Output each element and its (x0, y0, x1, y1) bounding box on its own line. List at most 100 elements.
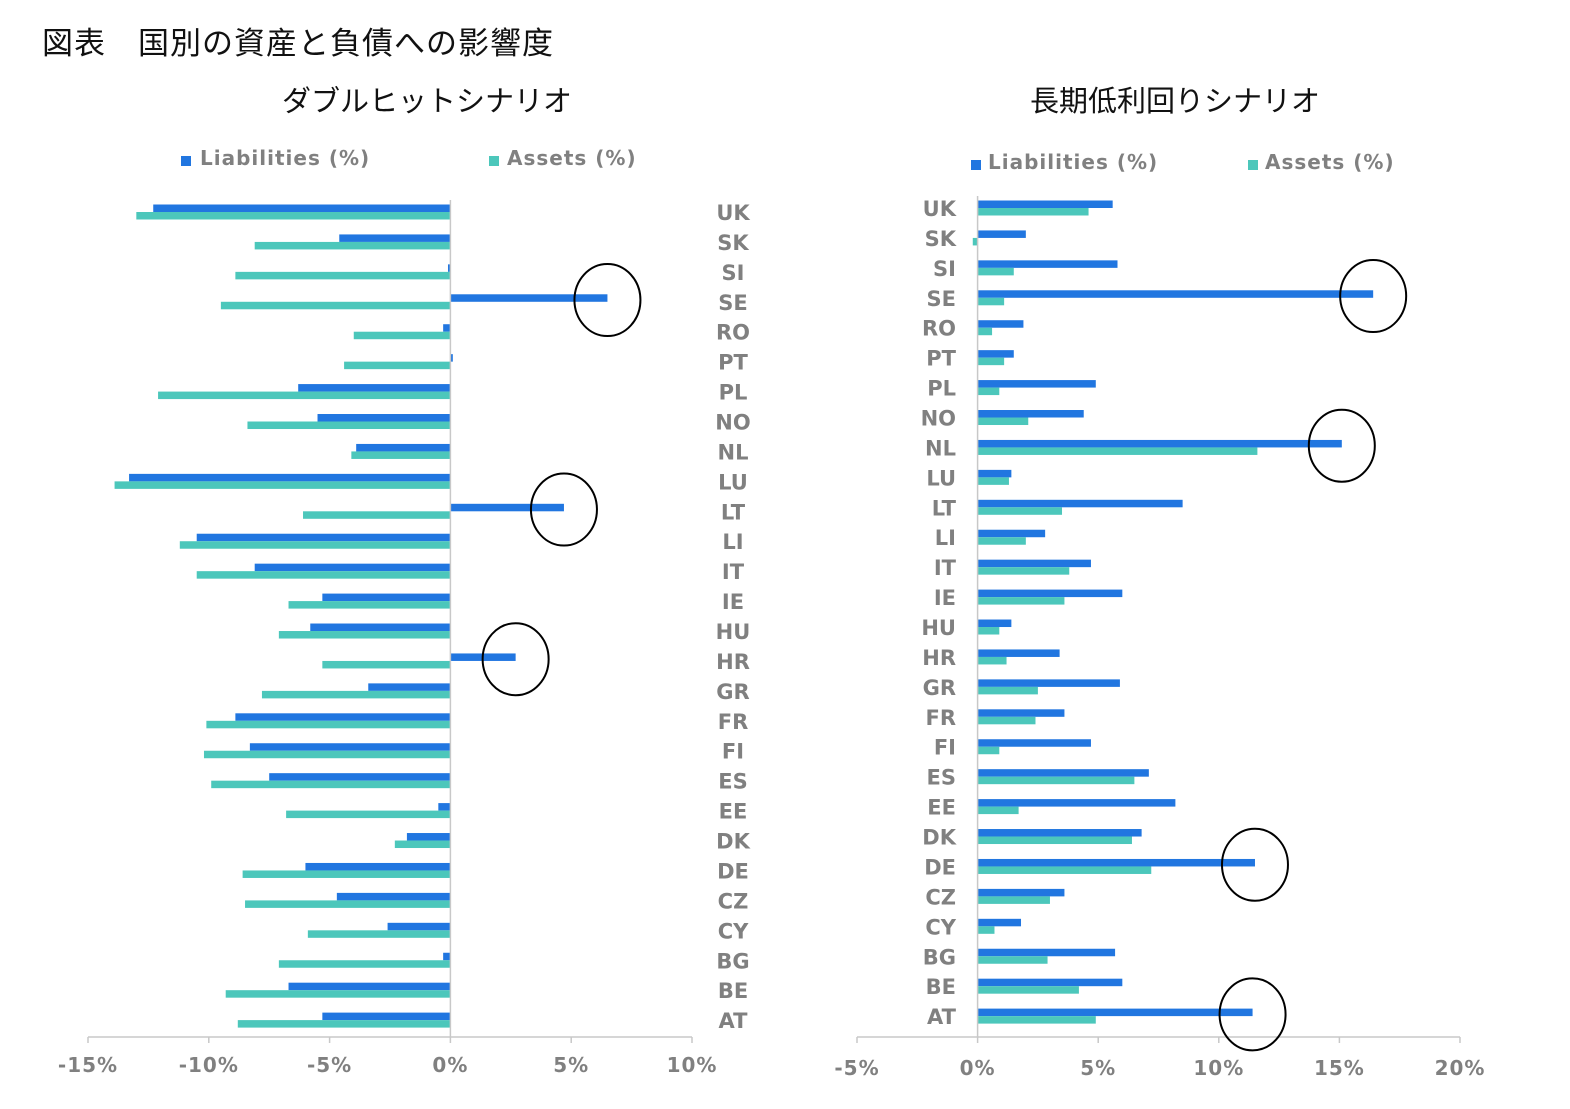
double-hit-bar-liabilities-es (269, 773, 451, 781)
low-yield-bar-liabilities-pl (977, 380, 1096, 388)
double-hit-category-label-pt: PT (718, 351, 748, 375)
double-hit-category-label-be: BE (718, 979, 748, 1003)
low-yield-bar-assets-bg (977, 956, 1048, 964)
low-yield-category-label-gr: GR (923, 676, 956, 700)
double-hit-x-tick-label: -5% (307, 1053, 352, 1077)
low-yield-bar-assets-fi (977, 746, 1000, 755)
double-hit-bar-assets-sk (254, 241, 451, 250)
double-hit-bar-liabilities-ee (438, 803, 451, 811)
double-hit-bar-liabilities-it (254, 563, 451, 572)
low-yield-bar-assets-pl (977, 387, 1000, 396)
low-yield-highlight-circle-de (1220, 827, 1289, 902)
low-yield-x-tick-label: 20% (1435, 1056, 1486, 1080)
double-hit-category-label-fr: FR (718, 710, 749, 734)
double-hit-category-label-ro: RO (716, 321, 750, 345)
double-hit-bar-assets-ro (353, 331, 451, 340)
double-hit-bar-liabilities-cz (336, 892, 451, 901)
double-hit-category-label-ie: IE (722, 590, 744, 614)
low-yield-category-label-si: SI (933, 257, 956, 281)
low-yield-category-label-cz: CZ (925, 885, 956, 909)
double-hit-bar-liabilities-se (450, 294, 608, 302)
low-yield-category-label-dk: DK (922, 826, 956, 850)
low-yield-bar-liabilities-bg (977, 948, 1116, 957)
double-hit-category-label-nl: NL (718, 440, 749, 464)
low-yield-bar-assets-ee (977, 806, 1019, 815)
double-hit-bar-liabilities-lt (450, 503, 564, 512)
low-yield-bar-liabilities-be (977, 978, 1123, 987)
low-yield-bar-assets-gr (977, 686, 1038, 695)
low-yield-category-label-no: NO (921, 407, 956, 431)
low-yield-x-tick-label: 15% (1314, 1056, 1365, 1080)
double-hit-bar-assets-cz (245, 900, 451, 908)
double-hit-bar-assets-no (247, 421, 451, 430)
low-yield-bar-assets-hr (977, 656, 1007, 665)
low-yield-bar-liabilities-cz (977, 888, 1065, 897)
double-hit-category-label-uk: UK (716, 201, 750, 225)
low-yield-category-label-li: LI (935, 526, 956, 550)
low-yield-bar-liabilities-sk (977, 230, 1026, 238)
low-yield-bar-liabilities-fr (977, 709, 1065, 717)
double-hit-bar-assets-dk (394, 840, 451, 849)
double-hit-bar-assets-lt (303, 511, 451, 519)
double-hit-bar-assets-uk (136, 212, 451, 220)
low-yield-bar-assets-ie (977, 597, 1065, 605)
double-hit-bar-assets-pt (344, 361, 451, 370)
low-yield-bar-assets-lu (977, 477, 1009, 485)
low-yield-bar-liabilities-ee (977, 799, 1176, 807)
low-yield-bar-liabilities-fi (977, 739, 1091, 747)
low-yield-chart-title: 長期低利回りシナリオ (1030, 84, 1321, 118)
double-hit-category-label-no: NO (715, 411, 750, 435)
low-yield-bar-liabilities-no (977, 410, 1084, 418)
low-yield-bar-assets-it (977, 567, 1070, 575)
double-hit-bar-assets-hr (322, 660, 451, 669)
low-yield-category-label-pt: PT (926, 347, 956, 371)
low-yield-legend-swatch-liabilities (971, 160, 981, 170)
double-hit-legend-swatch-liabilities (181, 156, 191, 166)
double-hit-chart-title: ダブルヒットシナリオ (282, 84, 573, 118)
double-hit-bar-liabilities-bg (443, 952, 451, 961)
low-yield-category-label-cy: CY (925, 915, 956, 939)
double-hit-bar-assets-fr (206, 720, 451, 729)
double-hit-category-label-si: SI (722, 261, 745, 285)
double-hit-bar-liabilities-fr (235, 713, 451, 721)
double-hit-category-label-pl: PL (719, 381, 748, 405)
double-hit-bar-assets-es (211, 780, 451, 789)
low-yield-category-label-nl: NL (925, 436, 956, 460)
low-yield-bar-liabilities-uk (977, 200, 1113, 208)
low-yield-highlight-circle-se (1339, 259, 1408, 334)
low-yield-bar-liabilities-nl (977, 439, 1342, 448)
double-hit-bar-liabilities-cy (387, 922, 451, 931)
low-yield-bar-assets-dk (977, 836, 1132, 845)
low-yield-category-label-uk: UK (923, 197, 957, 221)
figure-title: 図表 国別の資産と負債への影響度 (42, 26, 554, 62)
low-yield-category-label-sk: SK (925, 227, 957, 251)
low-yield-bar-assets-at (977, 1016, 1096, 1024)
low-yield-category-label-se: SE (927, 287, 956, 311)
double-hit-category-label-bg: BG (716, 949, 749, 973)
double-hit-highlight-circle-lt (529, 472, 598, 547)
low-yield-bar-assets-hu (977, 627, 1000, 635)
double-hit-bar-assets-li (179, 541, 451, 549)
low-yield-category-label-hr: HR (922, 646, 956, 670)
low-yield-x-tick-label: 5% (1080, 1056, 1116, 1080)
low-yield-x-tick-label: 0% (960, 1056, 996, 1080)
low-yield-bar-liabilities-at (977, 1008, 1253, 1017)
double-hit-category-label-li: LI (722, 530, 743, 554)
double-hit-bar-liabilities-pt (450, 354, 453, 362)
double-hit-bar-assets-pl (158, 391, 451, 400)
low-yield-category-label-lu: LU (926, 466, 956, 490)
low-yield-category-label-bg: BG (923, 945, 956, 969)
double-hit-bar-liabilities-pl (298, 384, 451, 392)
double-hit-category-label-gr: GR (716, 680, 749, 704)
double-hit-category-label-dk: DK (716, 830, 750, 854)
low-yield-bar-liabilities-it (977, 559, 1091, 568)
double-hit-highlight-circle-hr (481, 622, 550, 697)
double-hit-bar-assets-bg (278, 960, 451, 968)
double-hit-category-label-de: DE (717, 859, 749, 883)
low-yield-legend-label-assets: Assets (%) (1265, 150, 1395, 174)
double-hit-bar-liabilities-si (447, 264, 451, 272)
low-yield-bar-assets-uk (977, 208, 1089, 216)
low-yield-category-label-fi: FI (934, 736, 956, 760)
double-hit-bar-liabilities-gr (368, 683, 451, 691)
